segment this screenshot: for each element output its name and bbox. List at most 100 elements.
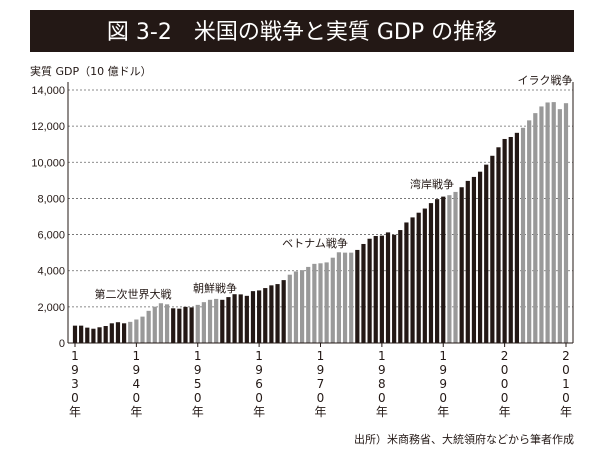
bar-1953: [214, 298, 219, 343]
bar-1956: [232, 294, 237, 343]
bar-1994: [465, 180, 470, 343]
bar-2010: [563, 103, 569, 344]
bar-1942: [146, 310, 151, 343]
bar-1968: [306, 266, 311, 343]
war-annotations: 第二次世界大戦 朝鮮戦争 ベトナム戦争 湾岸戦争 イラク戦争: [95, 73, 573, 301]
bar-1931: [79, 325, 84, 343]
bar-2000: [502, 138, 507, 343]
bar-1943: [152, 306, 157, 343]
bar-1980: [379, 235, 384, 343]
bar-1964: [281, 280, 286, 343]
bar-1947: [177, 308, 182, 343]
bar-1940: [134, 319, 139, 343]
bar-1936: [109, 323, 114, 343]
chart-title: 図 3-2 米国の戦争と実質 GDP の推移: [107, 20, 497, 45]
bar-2005: [533, 113, 538, 343]
bar-1967: [299, 270, 305, 343]
bar-2009: [557, 109, 562, 343]
bar-2001: [508, 136, 513, 343]
annotation-1: 朝鮮戦争: [193, 281, 237, 295]
bar-1996: [477, 171, 483, 343]
title-banner: [30, 10, 574, 52]
y-tick-label: 8,000: [37, 193, 65, 205]
bar-1995: [471, 176, 477, 343]
axes: [67, 82, 574, 347]
bar-1983: [398, 230, 403, 343]
annotation-4: イラク戦争: [518, 73, 573, 87]
bar-1949: [189, 307, 194, 343]
bar-1945: [164, 304, 170, 343]
bar-1970: [318, 263, 323, 343]
bar-2004: [527, 120, 532, 343]
bar-1966: [293, 271, 299, 343]
y-tick-label: 0: [59, 338, 65, 350]
bar-1952: [207, 299, 213, 343]
bar-1976: [355, 249, 360, 343]
bar-1979: [373, 236, 378, 343]
bar-1963: [275, 284, 280, 343]
bar-1974: [342, 252, 348, 343]
bar-1935: [103, 326, 108, 343]
y-tick-labels: 0 2,000 4,000 6,000 8,000 10,000 12,000 14,000: [31, 85, 65, 350]
bar-1958: [244, 295, 249, 343]
bar-1944: [158, 303, 164, 343]
bar-1973: [336, 252, 342, 343]
bar-1948: [183, 306, 188, 343]
bar-1977: [361, 243, 366, 343]
bar-2003: [520, 127, 526, 343]
bar-1962: [269, 285, 274, 343]
bar-1933: [91, 328, 96, 343]
bar-1975: [349, 252, 354, 343]
y-tick-label: 14,000: [31, 85, 65, 97]
y-tick-label: 2,000: [37, 302, 65, 314]
bar-1969: [312, 263, 317, 343]
y-axis-label: 実質 GDP（10 億ドル）: [30, 64, 152, 78]
annotation-0: 第二次世界大戦: [95, 287, 172, 301]
bar-1998: [490, 155, 495, 343]
bar-1978: [367, 238, 372, 343]
bar-1961: [263, 288, 268, 343]
source-note: 出所）米商務省、大統領府などから筆者作成: [354, 432, 574, 446]
bar-1937: [115, 322, 121, 343]
bar-1954: [220, 299, 225, 343]
bar-2008: [551, 102, 556, 344]
bar-1941: [140, 316, 145, 343]
bar-1960: [257, 290, 262, 343]
bar-1946: [171, 308, 176, 343]
bar-1989: [435, 199, 440, 343]
bar-1991: [447, 195, 452, 343]
bar-2002: [514, 132, 519, 343]
bar-1981: [385, 232, 391, 343]
bar-1939: [128, 321, 133, 343]
bar-1959: [250, 291, 256, 343]
bar-1992: [453, 191, 458, 343]
bar-1932: [85, 327, 90, 343]
bar-1990: [441, 196, 446, 343]
bar-1951: [201, 302, 206, 343]
bar-1987: [422, 208, 427, 343]
bar-1993: [459, 187, 464, 343]
bar-1972: [330, 257, 335, 343]
y-tick-label: 4,000: [37, 266, 65, 278]
bar-1988: [428, 203, 434, 343]
y-tick-label: 6,000: [37, 230, 65, 242]
annotation-3: 湾岸戦争: [410, 177, 454, 191]
bar-1999: [496, 147, 501, 343]
bars: [72, 102, 569, 344]
bar-1957: [238, 294, 243, 343]
bar-1934: [97, 327, 102, 343]
bar-1930: [72, 325, 78, 343]
bar-1955: [226, 297, 231, 343]
annotation-2: ベトナム戦争: [282, 236, 348, 250]
y-tick-label: 10,000: [31, 157, 65, 169]
bar-1997: [484, 164, 489, 343]
bar-1985: [410, 217, 415, 343]
